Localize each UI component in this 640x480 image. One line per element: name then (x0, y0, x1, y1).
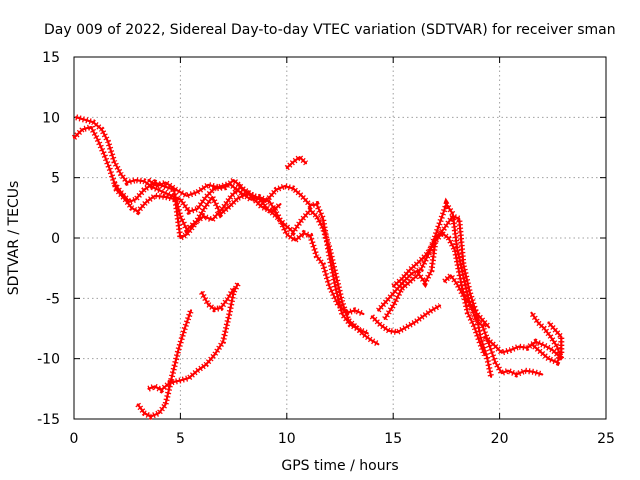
series-arc-12 (391, 229, 488, 357)
x-tick-label: 25 (597, 431, 615, 447)
trace-markers (382, 212, 495, 378)
series-arc-13 (442, 270, 492, 330)
series-arc-2 (75, 114, 369, 337)
series-arc-8 (199, 287, 237, 313)
x-tick-label: 15 (384, 431, 402, 447)
series-arc-11 (382, 212, 495, 378)
y-axis: -15 -10 -5 0 5 10 15 (37, 50, 606, 428)
chart-title: Day 009 of 2022, Sidereal Day-to-day VTE… (44, 22, 616, 38)
trace-line (147, 179, 365, 316)
y-tick-label: 0 (51, 231, 60, 247)
trace-line (370, 304, 442, 334)
series-arc-15 (529, 320, 565, 367)
series-arc-14 (482, 311, 565, 361)
y-tick-label: -15 (37, 412, 60, 428)
x-tick-label: 5 (176, 431, 185, 447)
trace-markers (135, 309, 194, 420)
y-tick-label: 5 (51, 171, 60, 187)
trace-markers (284, 153, 309, 171)
series-arc-6 (135, 309, 194, 420)
y-tick-label: 15 (42, 50, 60, 66)
series-arc-5 (284, 153, 309, 171)
trace-line (392, 232, 486, 357)
trace-markers (482, 311, 565, 361)
x-tick-label: 20 (491, 431, 509, 447)
trace-line (136, 309, 193, 418)
y-tick-label: -5 (46, 291, 60, 307)
trace-line (75, 116, 369, 335)
trace-markers (442, 270, 492, 330)
y-axis-label: SDTVAR / TECUs (6, 181, 22, 296)
y-tick-label: 10 (42, 110, 60, 126)
grid-lines (74, 57, 606, 419)
trace-line (113, 181, 380, 346)
trace-markers (199, 287, 237, 313)
trace-markers (147, 282, 241, 394)
series-arc-10 (376, 197, 544, 378)
x-axis: 0 5 10 15 20 25 (70, 57, 615, 447)
trace-line (147, 282, 239, 392)
trace-line (383, 215, 493, 378)
trace-markers (112, 179, 380, 347)
series-arc-4 (146, 177, 365, 317)
series-arc-3 (112, 179, 380, 347)
trace-markers (71, 123, 283, 235)
series-arc-7 (147, 282, 241, 394)
x-tick-label: 0 (70, 431, 79, 447)
x-axis-label: GPS time / hours (281, 458, 398, 474)
trace-line (530, 321, 563, 364)
series-arc-9 (369, 302, 442, 336)
trace-markers (376, 197, 544, 378)
data-series (71, 114, 565, 420)
y-tick-label: -10 (37, 352, 60, 368)
x-tick-label: 10 (278, 431, 296, 447)
